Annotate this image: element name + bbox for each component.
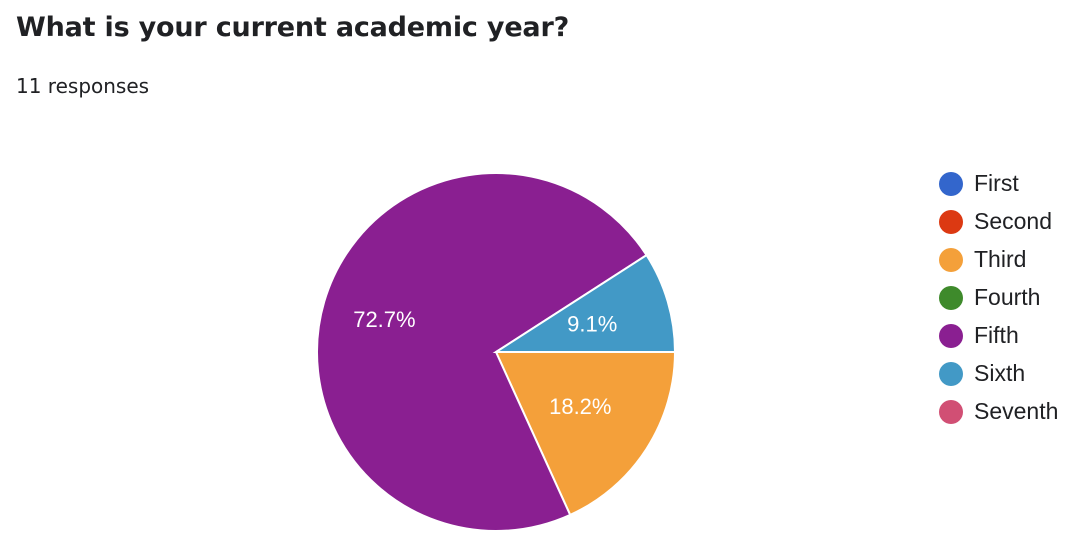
legend-swatch-fourth [939, 286, 963, 310]
legend-item-fourth[interactable]: Fourth [939, 282, 1079, 320]
legend-item-first[interactable]: First [939, 168, 1079, 206]
legend-swatch-sixth [939, 362, 963, 386]
legend-label-first: First [974, 170, 1019, 196]
legend-item-seventh[interactable]: Seventh [939, 396, 1079, 434]
legend-label-seventh: Seventh [974, 398, 1059, 424]
legend-label-fourth: Fourth [974, 284, 1041, 310]
pie-chart: 18.2% 72.7% 9.1% [316, 172, 677, 532]
legend-item-fifth[interactable]: Fifth [939, 320, 1079, 358]
pie-slice-third[interactable] [494, 351, 677, 517]
chart-legend: First Second Third Fourth Fifth Sixth Se… [939, 168, 1079, 434]
chart-title: What is your current academic year? [16, 12, 570, 43]
pie-label-third: 18.2% [549, 394, 611, 419]
legend-label-second: Second [974, 208, 1053, 234]
response-count: 11 responses [16, 74, 150, 98]
legend-swatch-fifth [939, 324, 963, 348]
pie-slice-fifth[interactable] [316, 172, 648, 532]
legend-swatch-first [939, 172, 963, 196]
legend-swatch-second [939, 210, 963, 234]
legend-item-sixth[interactable]: Sixth [939, 358, 1079, 396]
legend-swatch-third [939, 248, 963, 272]
pie-label-fifth: 72.7% [353, 307, 415, 332]
legend-item-third[interactable]: Third [939, 244, 1079, 282]
legend-label-fifth: Fifth [974, 322, 1019, 348]
legend-item-second[interactable]: Second [939, 206, 1079, 244]
legend-label-third: Third [974, 246, 1027, 272]
pie-label-sixth: 9.1% [567, 312, 617, 337]
legend-swatch-seventh [939, 400, 963, 424]
legend-label-sixth: Sixth [974, 360, 1026, 386]
pie-slice-sixth[interactable] [492, 253, 677, 353]
